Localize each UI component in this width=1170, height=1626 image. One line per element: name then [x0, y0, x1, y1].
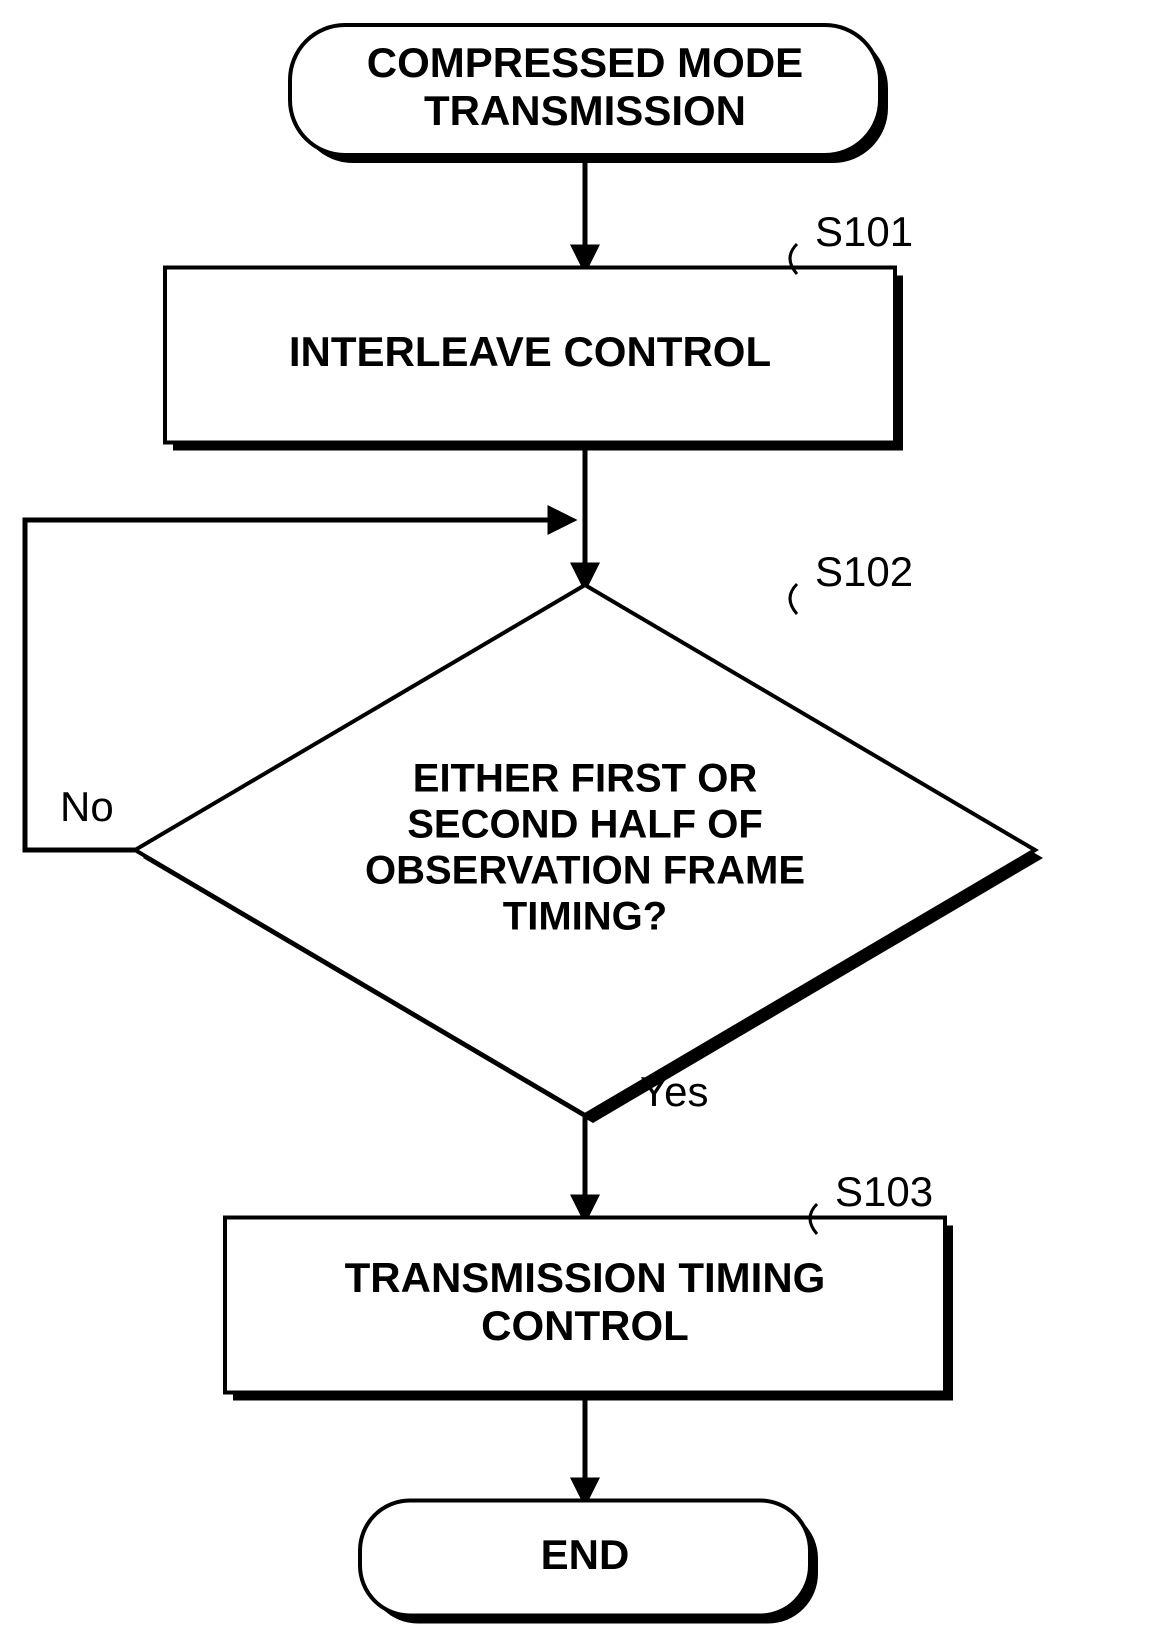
- node-text: TRANSMISSION TIMING: [345, 1254, 826, 1301]
- node-text: EITHER FIRST OR: [413, 757, 758, 801]
- node-text: TIMING?: [503, 895, 667, 939]
- step-label: S101: [815, 208, 913, 255]
- step-label: S103: [835, 1168, 933, 1215]
- step-label: S102: [815, 548, 913, 595]
- step-label: Yes: [640, 1068, 709, 1115]
- node-text: SECOND HALF OF: [407, 803, 763, 847]
- node-text: COMPRESSED MODE: [367, 39, 803, 86]
- node-text: TRANSMISSION: [424, 87, 746, 134]
- node-text: END: [541, 1531, 630, 1578]
- flowchart: COMPRESSED MODETRANSMISSION INTERLEAVE CO…: [0, 0, 1170, 1626]
- step-label: No: [60, 783, 114, 830]
- node-text: INTERLEAVE CONTROL: [289, 328, 771, 375]
- node-text: CONTROL: [481, 1302, 689, 1349]
- node-text: OBSERVATION FRAME: [365, 849, 805, 893]
